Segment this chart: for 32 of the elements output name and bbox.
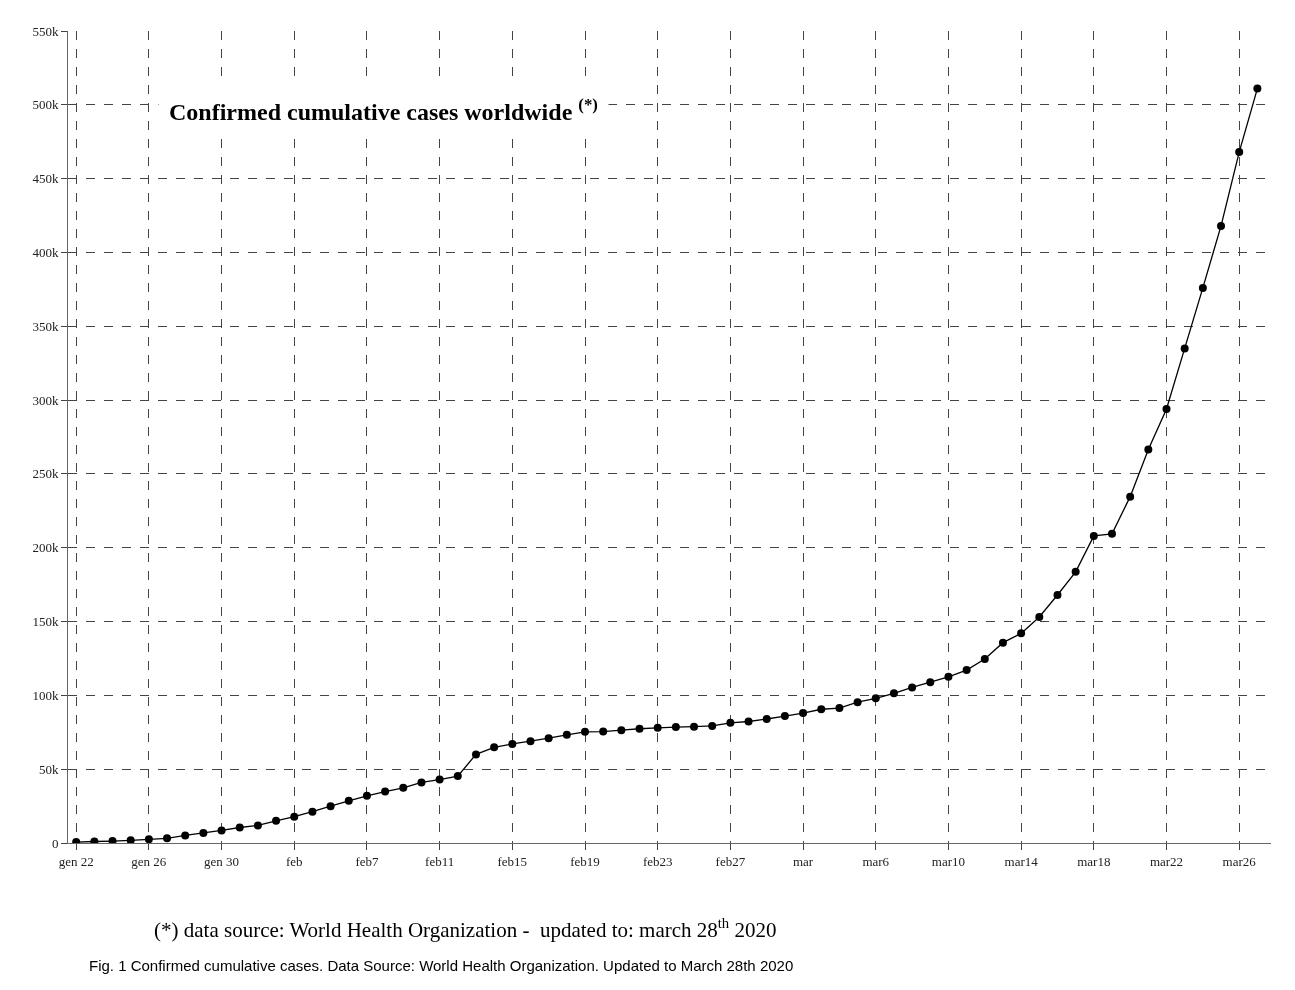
x-tick-label: mar6	[862, 853, 890, 869]
x-tick-label: feb15	[497, 853, 528, 869]
x-tick-label: gen 30	[204, 853, 240, 869]
text: Confirmed cumulative cases worldwide $^{(*)}$	[169, 95, 598, 126]
y-tick-label: 350k	[32, 318, 59, 334]
y-tick-label: 300k	[32, 392, 59, 408]
x-tick-label: mar14	[1004, 853, 1039, 869]
x-tick-label: feb27	[715, 853, 746, 869]
y-tick-label: 0	[51, 835, 59, 851]
y-tick-label: 50k	[38, 761, 59, 777]
x-tick-label: gen 26	[131, 853, 167, 869]
x-tick-label: mar22	[1149, 853, 1184, 869]
x-tick-label: gen 22	[58, 853, 94, 869]
y-tick-label: 100k	[32, 687, 59, 703]
text: (*) data source: World Health Organization - updated to: march 28$^{th}$ 2020	[154, 915, 777, 942]
x-tick-label: feb	[285, 853, 303, 869]
x-tick-label: mar18	[1077, 853, 1111, 869]
y-tick-label: 200k	[32, 540, 59, 556]
x-tick-label: feb23	[642, 853, 673, 869]
y-tick-label: 400k	[32, 245, 59, 260]
x-tick-label: mar	[792, 853, 814, 869]
y-tick-label: 450k	[32, 171, 59, 187]
x-tick-label: mar10	[931, 853, 966, 869]
y-tick-label: 550k	[32, 23, 59, 39]
x-tick-label: feb7	[355, 853, 379, 869]
y-tick-label: 500k	[32, 97, 59, 113]
x-tick-label: feb19	[570, 853, 600, 869]
x-tick-label: feb11	[425, 853, 455, 869]
y-tick-label: 150k	[32, 614, 59, 630]
caption: Fig. 1 Confirmed cumulative cases. Data Source: World Health Organization. Updated to March 28th 2020	[89, 957, 794, 974]
x-tick-label: mar26	[1222, 853, 1257, 869]
y-tick-label: 250k	[32, 466, 59, 482]
